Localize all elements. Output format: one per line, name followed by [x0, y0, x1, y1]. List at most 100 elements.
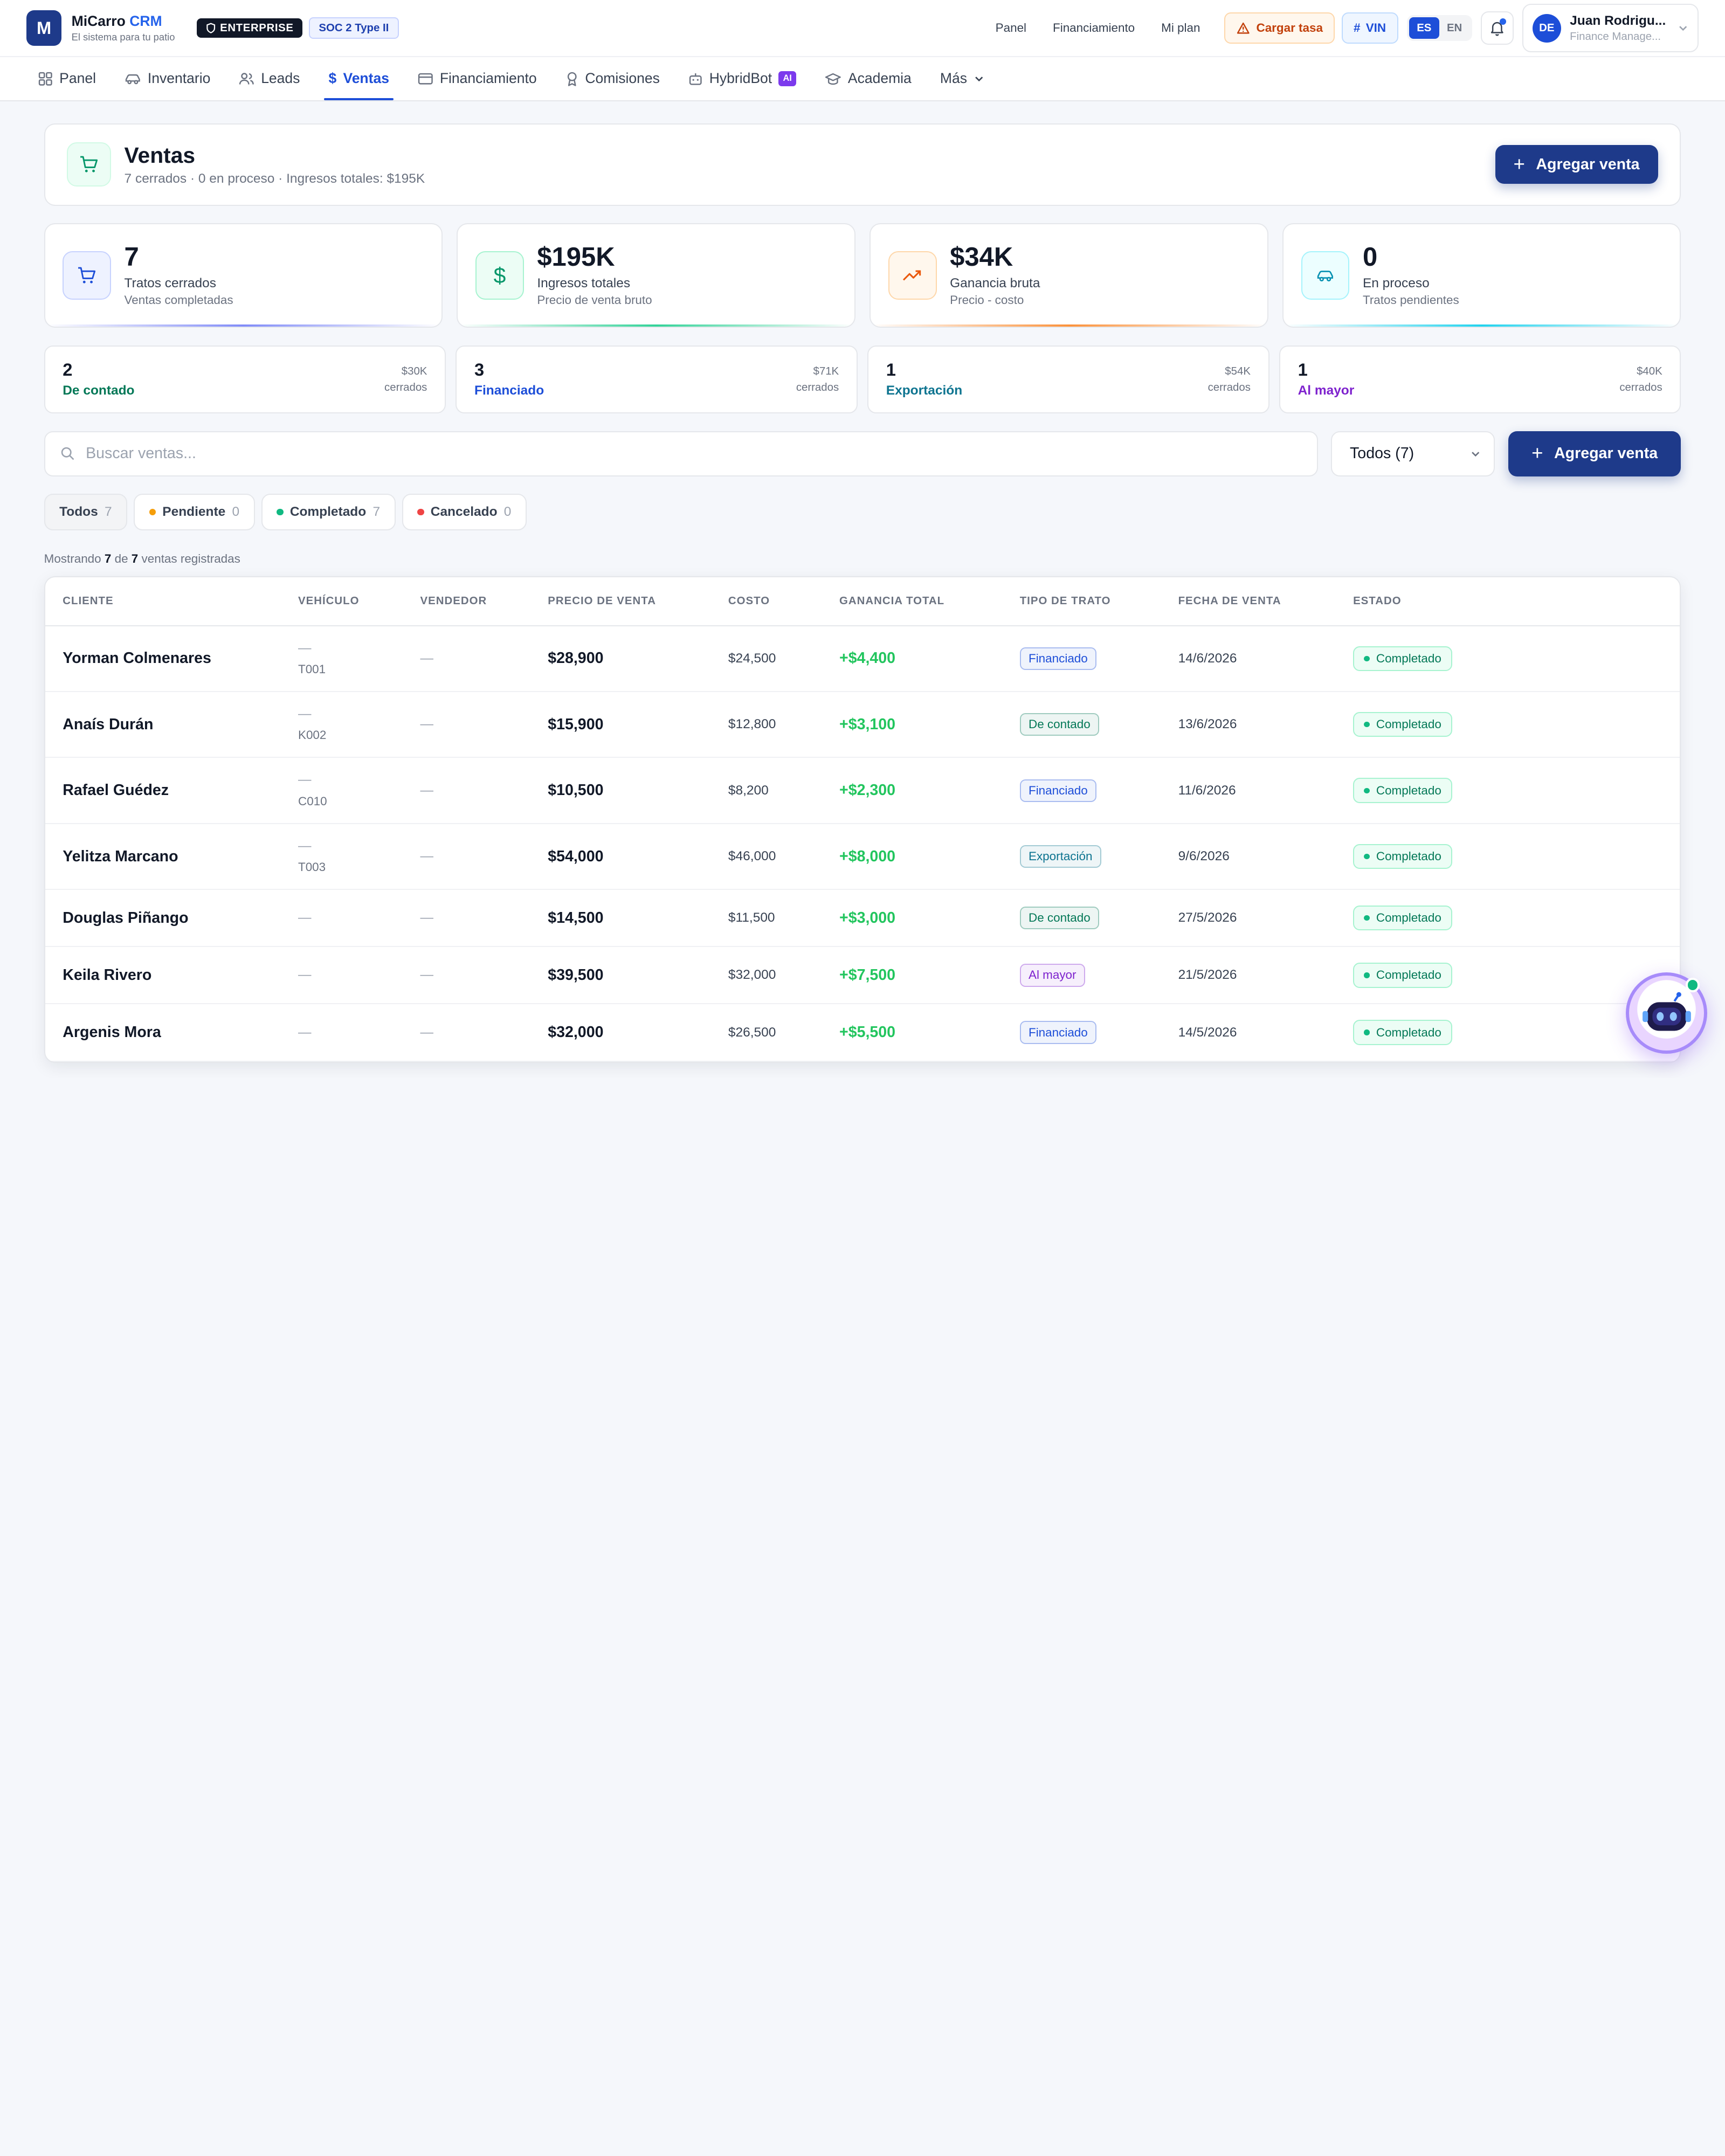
column-header[interactable]: ESTADO — [1335, 577, 1680, 626]
status-filter-pills: Todos 7 Pendiente 0 Completado 7 Cancela… — [44, 494, 1681, 530]
cell-vehicle: — T001 — [280, 625, 403, 692]
dollar-icon: $ — [475, 251, 524, 300]
cell-cost: $11,500 — [710, 889, 822, 948]
deal-type-amount-sub: cerrados — [384, 381, 427, 393]
table-row[interactable]: Rafael Guédez — C010 — $10,500 $8,200 +$2… — [45, 757, 1680, 824]
user-info: Juan Rodrigu... Finance Manage... — [1570, 13, 1669, 43]
page-title: Ventas — [124, 142, 196, 168]
lang-en-button[interactable]: EN — [1446, 22, 1462, 34]
nav-item-comisiones[interactable]: Comisiones — [565, 57, 660, 100]
cell-seller: — — [402, 1004, 530, 1062]
cell-profit: +$8,000 — [822, 823, 1003, 890]
deal-type-al-mayor[interactable]: 1 Al mayor $40K cerrados — [1279, 345, 1681, 414]
deal-type-exportacion[interactable]: 1 Exportación $54K cerrados — [867, 345, 1269, 414]
deal-type-contado[interactable]: 2 De contado $30K cerrados — [44, 345, 446, 414]
filter-pill-todos[interactable]: Todos 7 — [44, 494, 128, 530]
table-row[interactable]: Keila Rivero — — $39,500 $32,000 +$7,500… — [45, 946, 1680, 1005]
deal-type-tag: Exportación — [1019, 845, 1101, 868]
deal-type-count: 1 — [1298, 360, 1308, 380]
status-filter-select[interactable]: Todos (7) — [1331, 431, 1495, 476]
status-dot — [149, 508, 156, 515]
lang-es-button[interactable]: ES — [1409, 17, 1439, 39]
results-shown: 7 — [104, 552, 112, 566]
status-badge: Completado — [1353, 712, 1453, 737]
cargar-tasa-button[interactable]: Cargar tasa — [1224, 12, 1335, 44]
deal-type-financiado[interactable]: 3 Financiado $71K cerrados — [456, 345, 858, 414]
filter-pill-completado[interactable]: Completado 7 — [261, 494, 396, 530]
column-header[interactable]: FECHA DE VENTA — [1160, 577, 1336, 626]
car-icon — [125, 74, 140, 84]
deal-type-tag: Al mayor — [1019, 964, 1085, 987]
column-header[interactable]: GANANCIA TOTAL — [822, 577, 1003, 626]
hash-icon: # — [1354, 21, 1361, 35]
stat-value: 0 — [1362, 242, 1378, 272]
chatbot-launcher[interactable] — [1626, 972, 1708, 1054]
stat-value: $34K — [950, 242, 1013, 272]
deal-type-amount-sub: cerrados — [796, 381, 839, 393]
stat-card-revenue: $ $195K Ingresos totales Precio de venta… — [457, 223, 855, 328]
status-badge: Completado — [1353, 646, 1453, 671]
deal-type-label: Al mayor — [1298, 383, 1355, 398]
cell-profit: +$3,000 — [822, 889, 1003, 948]
search-icon — [61, 447, 74, 460]
vehicle-code: C010 — [298, 794, 327, 808]
table-header-row: CLIENTE VEHÍCULO VENDEDOR PRECIO DE VENT… — [45, 577, 1680, 626]
status-dot — [1364, 1029, 1370, 1035]
top-link-financiamiento[interactable]: Financiamiento — [1053, 21, 1135, 35]
nav-item-leads[interactable]: Leads — [239, 57, 300, 100]
app-logo[interactable]: M — [26, 10, 62, 46]
column-header[interactable]: VEHÍCULO — [280, 577, 403, 626]
vin-button[interactable]: # VIN — [1341, 12, 1398, 44]
column-header[interactable]: CLIENTE — [45, 577, 281, 626]
add-sale-button[interactable]: + Agregar venta — [1508, 431, 1681, 476]
deal-type-left: 1 Exportación — [886, 360, 962, 399]
notifications-button[interactable] — [1480, 11, 1514, 45]
cell-seller: — — [402, 757, 530, 824]
enterprise-badge-label: ENTERPRISE — [220, 22, 294, 34]
deal-type-amount: $71K — [813, 365, 839, 378]
cell-vehicle: — T003 — [280, 823, 403, 890]
column-header[interactable]: COSTO — [710, 577, 822, 626]
nav-item-panel[interactable]: Panel — [38, 57, 96, 100]
table-row[interactable]: Yorman Colmenares — T001 — $28,900 $24,50… — [45, 625, 1680, 692]
deal-type-label: Financiado — [474, 383, 544, 398]
stat-text: $34K Ganancia bruta Precio - costo — [950, 244, 1040, 307]
cell-deal-type: Al mayor — [1002, 946, 1161, 1005]
cell-date: 11/6/2026 — [1160, 757, 1336, 824]
column-header[interactable]: PRECIO DE VENTA — [530, 577, 711, 626]
top-link-panel[interactable]: Panel — [995, 21, 1027, 35]
search-input[interactable]: Buscar ventas... — [44, 431, 1318, 476]
vehicle-code: K002 — [298, 728, 327, 742]
main-nav: Panel Inventario Leads $ Ventas Financia… — [0, 57, 1725, 101]
table-row[interactable]: Anaís Durán — K002 — $15,900 $12,800 +$3,… — [45, 691, 1680, 758]
nav-item-mas[interactable]: Más — [940, 57, 985, 100]
chevron-down-icon — [975, 76, 983, 81]
cell-deal-type: Financiado — [1002, 1004, 1161, 1062]
column-header[interactable]: TIPO DE TRATO — [1002, 577, 1161, 626]
grid-icon — [39, 72, 53, 86]
column-header[interactable]: VENDEDOR — [402, 577, 530, 626]
stat-accent-bar — [458, 324, 854, 327]
main-content: Ventas 7 cerrados · 0 en proceso · Ingre… — [0, 101, 1725, 1063]
table-row[interactable]: Argenis Mora — — $32,000 $26,500 +$5,500… — [45, 1004, 1680, 1062]
credit-card-icon — [418, 73, 433, 85]
nav-item-inventario[interactable]: Inventario — [125, 57, 210, 100]
deal-type-amount-sub: cerrados — [1619, 381, 1662, 393]
table-row[interactable]: Douglas Piñango — — $14,500 $11,500 +$3,… — [45, 889, 1680, 948]
add-sale-button-header[interactable]: + Agregar venta — [1495, 145, 1658, 184]
filter-pill-pendiente[interactable]: Pendiente 0 — [134, 494, 255, 530]
stats-cards: 7 Tratos cerrados Ventas completadas $ $… — [44, 223, 1681, 328]
deal-type-count: 3 — [474, 360, 485, 380]
nav-item-ventas[interactable]: $ Ventas — [324, 57, 394, 100]
page: M MiCarro CRM El sistema para tu patio E… — [0, 4, 1725, 1063]
nav-label: Panel — [59, 70, 96, 87]
user-menu[interactable]: DE Juan Rodrigu... Finance Manage... — [1522, 4, 1699, 52]
nav-item-academia[interactable]: Academia — [825, 57, 912, 100]
page-header: Ventas 7 cerrados · 0 en proceso · Ingre… — [44, 123, 1681, 206]
filter-pill-cancelado[interactable]: Cancelado 0 — [402, 494, 527, 530]
nav-item-hybridbot[interactable]: HybridBot AI — [688, 57, 796, 100]
table-row[interactable]: Yelitza Marcano — T003 — $54,000 $46,000 … — [45, 823, 1680, 890]
nav-item-financiamiento[interactable]: Financiamiento — [418, 57, 537, 100]
top-link-mi-plan[interactable]: Mi plan — [1161, 21, 1200, 35]
deal-type-left: 1 Al mayor — [1298, 360, 1355, 399]
